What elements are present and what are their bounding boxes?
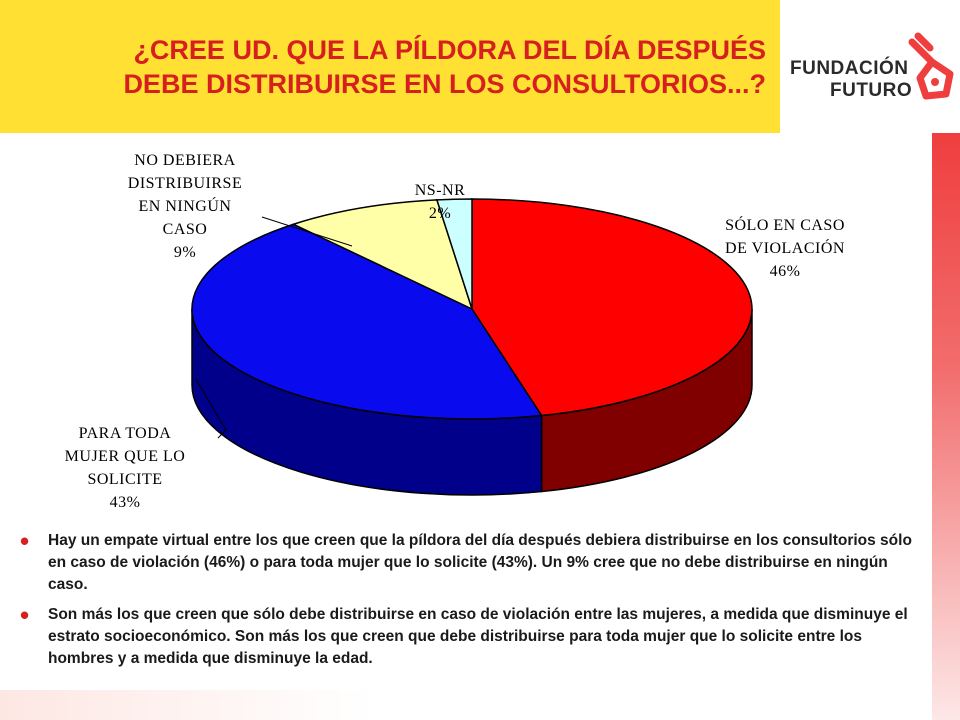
- leader-line-toda-mujer: [195, 378, 227, 439]
- slice-value-toda-mujer: 43%: [110, 494, 141, 511]
- bullet-dot-icon: •: [20, 600, 30, 630]
- slice-label-violacion: SÓLO EN CASO DE VIOLACIÓN: [725, 215, 845, 257]
- bullet-text: Son más los que creen que sólo debe dist…: [48, 606, 908, 667]
- pie-slice-toda-mujer: [191, 223, 543, 420]
- pie-slice-ns-nr: [435, 198, 473, 310]
- logo: FUNDACIÓN FUTURO: [790, 30, 960, 110]
- bullet-item: • Hay un empate virtual entre los que cr…: [20, 526, 920, 596]
- logo-line-1: FUNDACIÓN: [790, 58, 909, 79]
- side-accent-bar: [932, 133, 960, 720]
- pie-slice-violacion: [471, 198, 753, 417]
- bullet-list: • Hay un empate virtual entre los que cr…: [20, 526, 920, 678]
- pie-chart: SÓLO EN CASO DE VIOLACIÓN 46% PARA TODA MUJE…: [65, 152, 845, 511]
- key-icon: [908, 32, 954, 100]
- slice-value-ns-nr: 2%: [429, 205, 451, 222]
- pie-slice-ningun-caso: [291, 199, 474, 311]
- bullet-dot-icon: •: [20, 526, 30, 556]
- leader-line-ningun-caso: [261, 216, 353, 247]
- bullet-text: Hay un empate virtual entre los que cree…: [48, 532, 912, 593]
- slice-label-ningun-caso: NO DEBIERA DISTRIBUIRSE EN NINGÚN CASO: [128, 152, 242, 238]
- slice-value-ningun-caso: 9%: [174, 244, 196, 261]
- bullet-item: • Son más los que creen que sólo debe di…: [20, 600, 920, 670]
- page-title: ¿CREE UD. QUE LA PÍLDORA DEL DÍA DESPUÉS…: [123, 34, 766, 99]
- slice-value-violacion: 46%: [770, 263, 801, 280]
- slice-label-toda-mujer: PARA TODA MUJER QUE LO SOLICITE: [65, 425, 186, 488]
- slice-label-ns-nr: NS-NR: [415, 182, 466, 199]
- bottom-fade: [0, 690, 932, 720]
- logo-line-2: FUTURO: [830, 80, 913, 101]
- title-banner: ¿CREE UD. QUE LA PÍLDORA DEL DÍA DESPUÉS…: [0, 0, 780, 133]
